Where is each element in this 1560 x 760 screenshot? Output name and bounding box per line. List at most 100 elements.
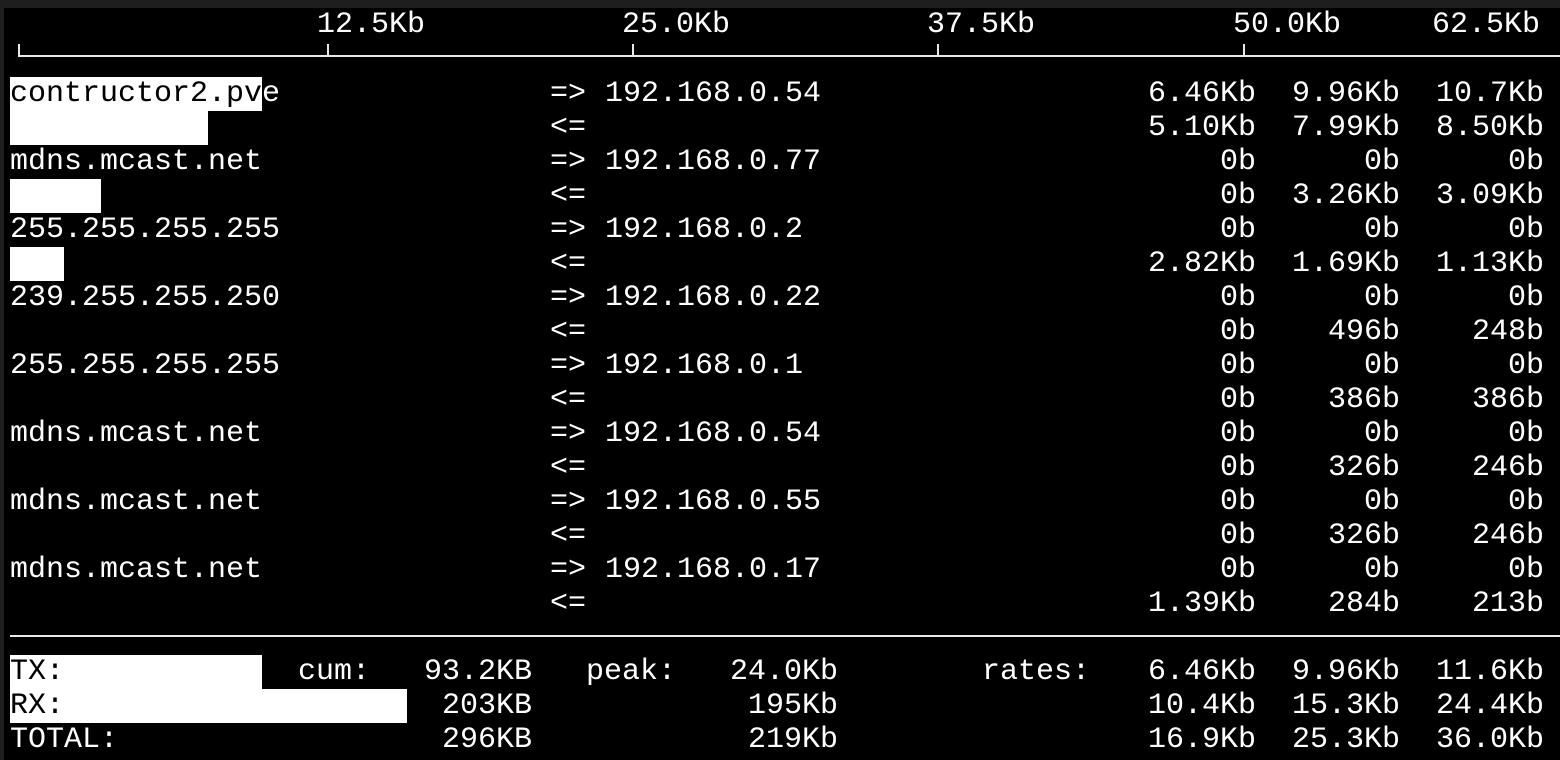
rx-arrow: <= [550,315,587,349]
rx-rate: 1.39Kb [1147,587,1256,621]
rx-rate: 0b [1219,315,1256,349]
rx-bar [10,247,64,281]
rx-rate: 0b [1219,451,1256,485]
tx-rate: 0b [1363,349,1400,383]
host-name: 239.255.255.250 [10,281,281,315]
scale-label: 25.0Kb [622,8,731,42]
rx-rate: 0b [1219,383,1256,417]
rx-rate: 326b [1327,519,1400,553]
scale-label: 37.5Kb [927,8,1036,42]
rx-arrow: <= [550,519,587,553]
tx-rate: 0b [1363,417,1400,451]
scale-axis [18,55,1560,57]
rx-bar [10,179,101,213]
scale-label: 12.5Kb [317,8,426,42]
tx-rate: 0b [1219,281,1256,315]
rx-rate: 246b [1471,451,1544,485]
total-rate: 16.9Kb [1147,723,1256,757]
tx-rate: 0b [1363,553,1400,587]
rx-rate: 8.50Kb [1435,111,1544,145]
rx-rate: 7.99Kb [1291,111,1400,145]
rx-rate: 2.82Kb [1147,247,1256,281]
rx-rate: 326b [1327,451,1400,485]
total-rate: 15.3Kb [1291,689,1400,723]
scale-label: 50.0Kb [1233,8,1342,42]
rx-rate: 3.09Kb [1435,179,1544,213]
scale-tick [937,44,939,56]
tx-arrow: => [550,485,587,519]
host-name: mdns.mcast.net [10,145,263,179]
rx-arrow: <= [550,179,587,213]
total-rate: 11.6Kb [1435,655,1544,689]
peak-label: peak: [586,655,677,689]
rx-arrow: <= [550,111,587,145]
peak-value: 219Kb [747,723,838,757]
tx-rate: 0b [1507,553,1544,587]
tx-arrow: => [550,553,587,587]
total-rate: 10.4Kb [1147,689,1256,723]
tx-rate: 0b [1363,145,1400,179]
rates-label: rates: [982,655,1091,689]
peer-address: 192.168.0.2 [605,213,804,247]
tx-rate: 0b [1507,145,1544,179]
scale-tick [632,44,634,56]
host-name: contructor2.pve [10,77,281,111]
total-bar [10,689,407,723]
totals-separator [10,635,1560,637]
peer-address: 192.168.0.54 [605,417,822,451]
cum-label: cum: [298,655,371,689]
rx-arrow: <= [550,587,587,621]
rx-bar [10,111,209,145]
tx-arrow: => [550,349,587,383]
total-label: RX: [10,689,65,723]
tx-rate: 0b [1507,485,1544,519]
iftop-terminal: 12.5Kb 25.0Kb 37.5Kb 50.0Kb 62.5Kb contructor… [4,8,1560,760]
tx-rate: 0b [1219,213,1256,247]
tx-rate: 0b [1507,417,1544,451]
scale-tick [18,44,20,56]
tx-rate: 0b [1507,213,1544,247]
scale-tick [327,44,329,56]
total-rate: 24.4Kb [1435,689,1544,723]
peak-value: 24.0Kb [729,655,838,689]
total-label: TX: [10,655,65,689]
rx-rate: 284b [1327,587,1400,621]
rx-rate: 246b [1471,519,1544,553]
total-rate: 25.3Kb [1291,723,1400,757]
rx-rate: 0b [1219,519,1256,553]
rx-rate: 386b [1471,383,1544,417]
rx-rate: 386b [1327,383,1400,417]
tx-rate: 0b [1219,553,1256,587]
peak-value: 195Kb [747,689,838,723]
scale-label: 62.5Kb [1431,8,1540,42]
total-rate: 36.0Kb [1435,723,1544,757]
rx-rate: 3.26Kb [1291,179,1400,213]
cum-value: 203KB [441,689,532,723]
tx-arrow: => [550,213,587,247]
rx-rate: 496b [1327,315,1400,349]
tx-rate: 0b [1219,145,1256,179]
total-rate: 6.46Kb [1147,655,1256,689]
host-name: mdns.mcast.net [10,485,263,519]
peer-address: 192.168.0.1 [605,349,804,383]
tx-rate: 0b [1507,349,1544,383]
rx-arrow: <= [550,247,587,281]
total-bar [10,655,263,689]
tx-rate: 0b [1363,213,1400,247]
rx-rate: 0b [1219,179,1256,213]
total-rate: 9.96Kb [1291,655,1400,689]
tx-rate: 10.7Kb [1435,77,1544,111]
host-name: 255.255.255.255 [10,213,281,247]
tx-bar [10,77,263,111]
tx-rate: 0b [1219,485,1256,519]
host-name: mdns.mcast.net [10,417,263,451]
cum-value: 93.2KB [423,655,532,689]
tx-rate: 0b [1507,281,1544,315]
rx-arrow: <= [550,451,587,485]
tx-arrow: => [550,77,587,111]
tx-arrow: => [550,145,587,179]
tx-rate: 0b [1363,485,1400,519]
host-name: mdns.mcast.net [10,553,263,587]
tx-rate: 0b [1219,349,1256,383]
rx-arrow: <= [550,383,587,417]
